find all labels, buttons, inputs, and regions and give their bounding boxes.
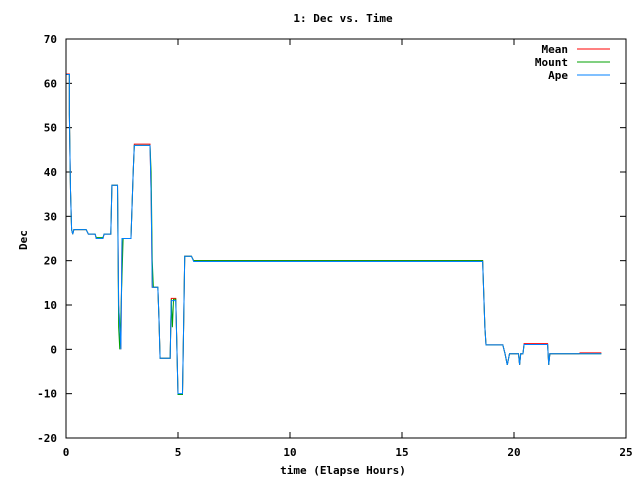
x-tick-label: 10	[283, 446, 296, 459]
y-tick-label: 70	[44, 33, 57, 46]
axis-ticks: -20 -10 0 10 20 30 40 50 60 70 0 5 10 15 20 25	[37, 33, 633, 459]
y-tick-label: 30	[44, 210, 57, 223]
x-axis-label: time (Elapse Hours)	[280, 464, 406, 477]
plot-frame	[65, 38, 627, 439]
y-tick-label: 60	[44, 77, 57, 90]
chart-title: 1: Dec vs. Time	[293, 12, 393, 25]
x-tick-label: 15	[395, 446, 408, 459]
y-tick-label: -10	[37, 388, 57, 401]
legend-label-mean: Mean	[542, 43, 569, 56]
y-tick-label: 10	[44, 299, 57, 312]
y-tick-label: 20	[44, 255, 57, 268]
y-axis-label: Dec	[17, 230, 30, 250]
y-tick-label: 50	[44, 122, 57, 135]
y-tick-label: -20	[37, 432, 57, 445]
y-tick-label: 40	[44, 166, 57, 179]
x-tick-label: 20	[507, 446, 520, 459]
y-tick-label: 0	[50, 343, 57, 356]
legend-label-ape: Ape	[548, 69, 568, 82]
series-lines	[66, 73, 602, 396]
series-line-ape	[66, 73, 602, 395]
x-tick-label: 5	[175, 446, 182, 459]
x-tick-label: 0	[63, 446, 70, 459]
legend-label-mount: Mount	[535, 56, 568, 69]
x-tick-label: 25	[619, 446, 632, 459]
